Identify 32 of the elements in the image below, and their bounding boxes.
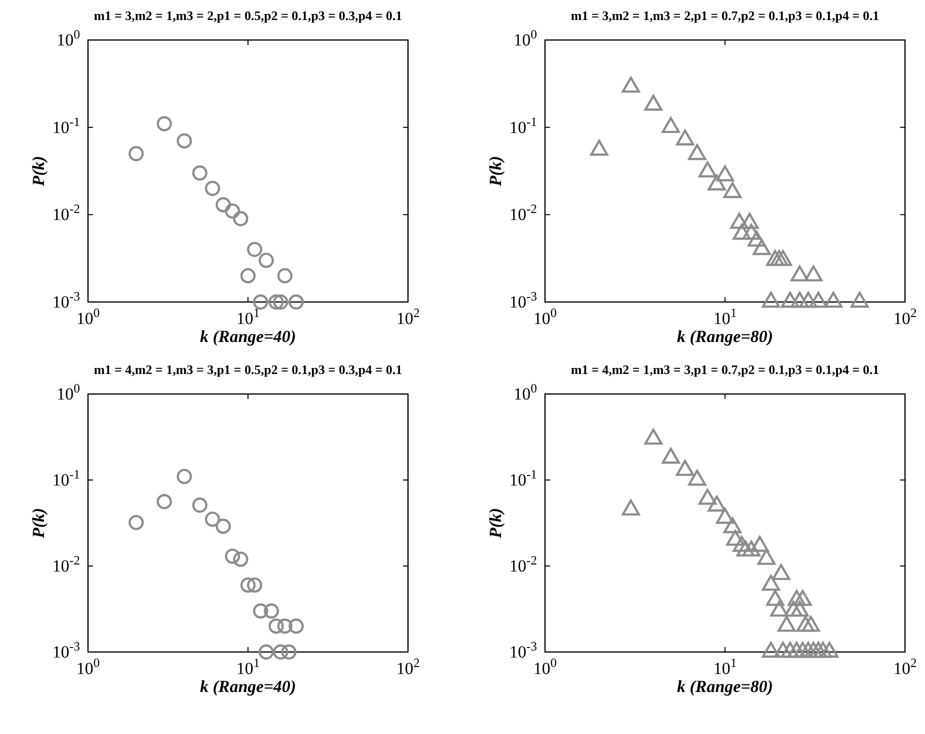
- y-tick-label: 10$^{-1}$: [509, 114, 537, 137]
- x-tick-label: 10$^{2}$: [396, 306, 420, 328]
- x-axis-title: k (Range=80): [676, 327, 774, 346]
- chart-title: m1 = 3,m2 = 1,m3 = 2,p1 = 0.5,p2 = 0.1,p3 = 0.3,p4 = 0.1: [94, 8, 402, 23]
- x-tick-label: 10$^{1}$: [236, 656, 260, 678]
- x-tick-label: 10$^{2}$: [893, 306, 917, 328]
- x-axis-title: k (Range=40): [200, 677, 296, 696]
- y-tick-label: 10$^{-2}$: [509, 202, 537, 224]
- y-tick-label: 10$^{-1}$: [509, 467, 537, 490]
- y-axis-title: P(k): [486, 508, 505, 540]
- x-tick-label: 10$^{1}$: [713, 306, 737, 328]
- y-tick-label: 10$^{-2}$: [52, 553, 80, 576]
- x-tick-label: 10$^{2}$: [893, 656, 917, 678]
- y-tick-label: 10$^{0}$: [56, 27, 80, 50]
- y-tick-label: 10$^{0}$: [514, 27, 537, 50]
- x-axis-title: k (Range=80): [676, 677, 774, 696]
- y-axis-title: P(k): [486, 156, 505, 188]
- y-axis-title: P(k): [29, 156, 48, 188]
- x-tick-label: 10$^{1}$: [713, 656, 737, 678]
- chart-title: m1 = 4,m2 = 1,m3 = 3,p1 = 0.5,p2 = 0.1,p3 = 0.3,p4 = 0.1: [94, 362, 402, 377]
- y-axis-title: P(k): [29, 508, 48, 540]
- chart-title: m1 = 4,m2 = 1,m3 = 3,p1 = 0.7,p2 = 0.1,p3 = 0.1,p4 = 0.1: [570, 362, 880, 377]
- y-tick-label: 10$^{0}$: [56, 381, 80, 404]
- y-tick-label: 10$^{-2}$: [52, 202, 80, 224]
- y-tick-label: 10$^{0}$: [514, 381, 537, 404]
- y-tick-label: 10$^{-1}$: [52, 467, 80, 490]
- x-tick-label: 10$^{1}$: [236, 306, 260, 328]
- x-tick-label: 10$^{2}$: [396, 656, 420, 678]
- y-tick-label: 10$^{-2}$: [509, 553, 537, 576]
- x-axis-title: k (Range=40): [200, 327, 296, 346]
- chart-title: m1 = 3,m2 = 1,m3 = 2,p1 = 0.7,p2 = 0.1,p3 = 0.1,p4 = 0.1: [570, 8, 880, 23]
- y-tick-label: 10$^{-1}$: [52, 114, 80, 137]
